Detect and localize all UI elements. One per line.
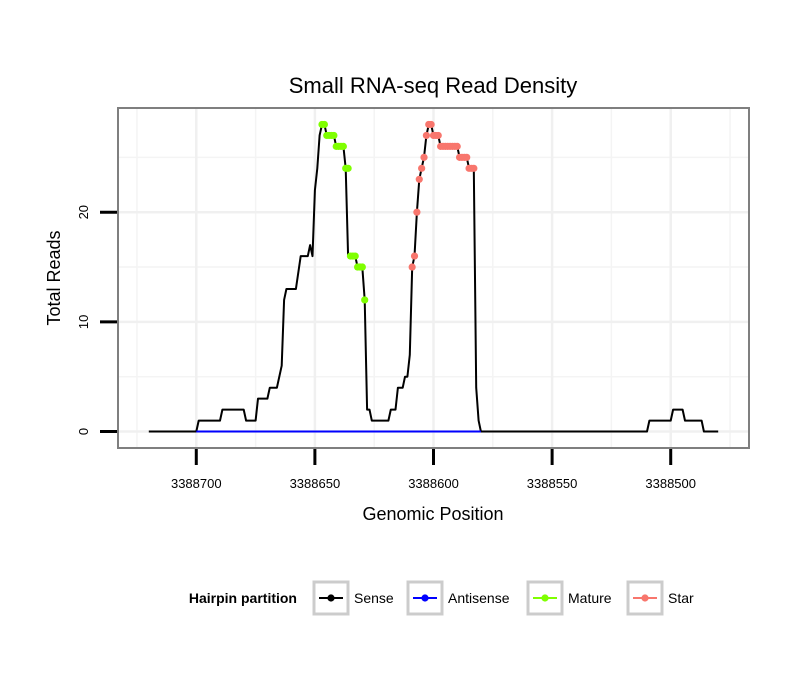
data-point-mature — [358, 263, 366, 271]
data-point-mature — [330, 131, 338, 140]
legend-label: Sense — [354, 590, 394, 606]
x-tick-label: 3388650 — [290, 476, 341, 491]
data-point-star — [453, 142, 461, 150]
data-point-star — [427, 120, 435, 129]
y-tick-label: 20 — [76, 205, 91, 219]
data-point-star — [420, 153, 428, 161]
legend-label: Antisense — [448, 590, 510, 606]
x-tick-label: 3388550 — [527, 476, 578, 491]
data-point-star — [418, 164, 426, 172]
legend-item-antisense: Antisense — [406, 580, 510, 616]
data-point-mature — [339, 142, 347, 150]
legend-item-mature: Mature — [526, 580, 612, 616]
legend-label: Mature — [568, 590, 612, 606]
data-point-star — [415, 175, 423, 183]
legend-key-point — [421, 594, 429, 602]
legend-item-sense: Sense — [312, 580, 394, 616]
data-point-mature — [320, 120, 328, 129]
plot-area — [117, 107, 750, 449]
legend-item-star: Star — [626, 580, 694, 616]
data-point-star — [413, 208, 421, 216]
chart-title: Small RNA-seq Read Density — [289, 73, 578, 98]
legend-title: Hairpin partition — [189, 590, 297, 606]
y-tick-label: 0 — [76, 428, 91, 435]
data-point-star — [408, 263, 416, 271]
data-point-star — [422, 131, 430, 140]
x-tick-label: 3388500 — [645, 476, 696, 491]
legend-key-point — [541, 594, 549, 602]
data-point-mature — [344, 164, 352, 172]
y-axis-label: Total Reads — [44, 230, 64, 325]
data-point-star — [463, 153, 471, 161]
data-point-star — [410, 252, 419, 260]
x-tick-label: 3388600 — [408, 476, 459, 491]
legend-key-point — [327, 594, 335, 602]
data-point-star — [434, 131, 442, 140]
y-tick-label: 10 — [76, 315, 91, 329]
data-point-mature — [351, 252, 359, 260]
data-point-mature — [361, 296, 369, 304]
x-tick-label: 3388700 — [171, 476, 222, 491]
x-axis-label: Genomic Position — [362, 504, 503, 524]
legend-label: Star — [668, 590, 694, 606]
legend: Hairpin partition Sense Antisense Mature St… — [189, 580, 694, 616]
data-point-star — [470, 164, 478, 172]
legend-key-point — [641, 594, 649, 602]
panel-border — [117, 107, 750, 449]
